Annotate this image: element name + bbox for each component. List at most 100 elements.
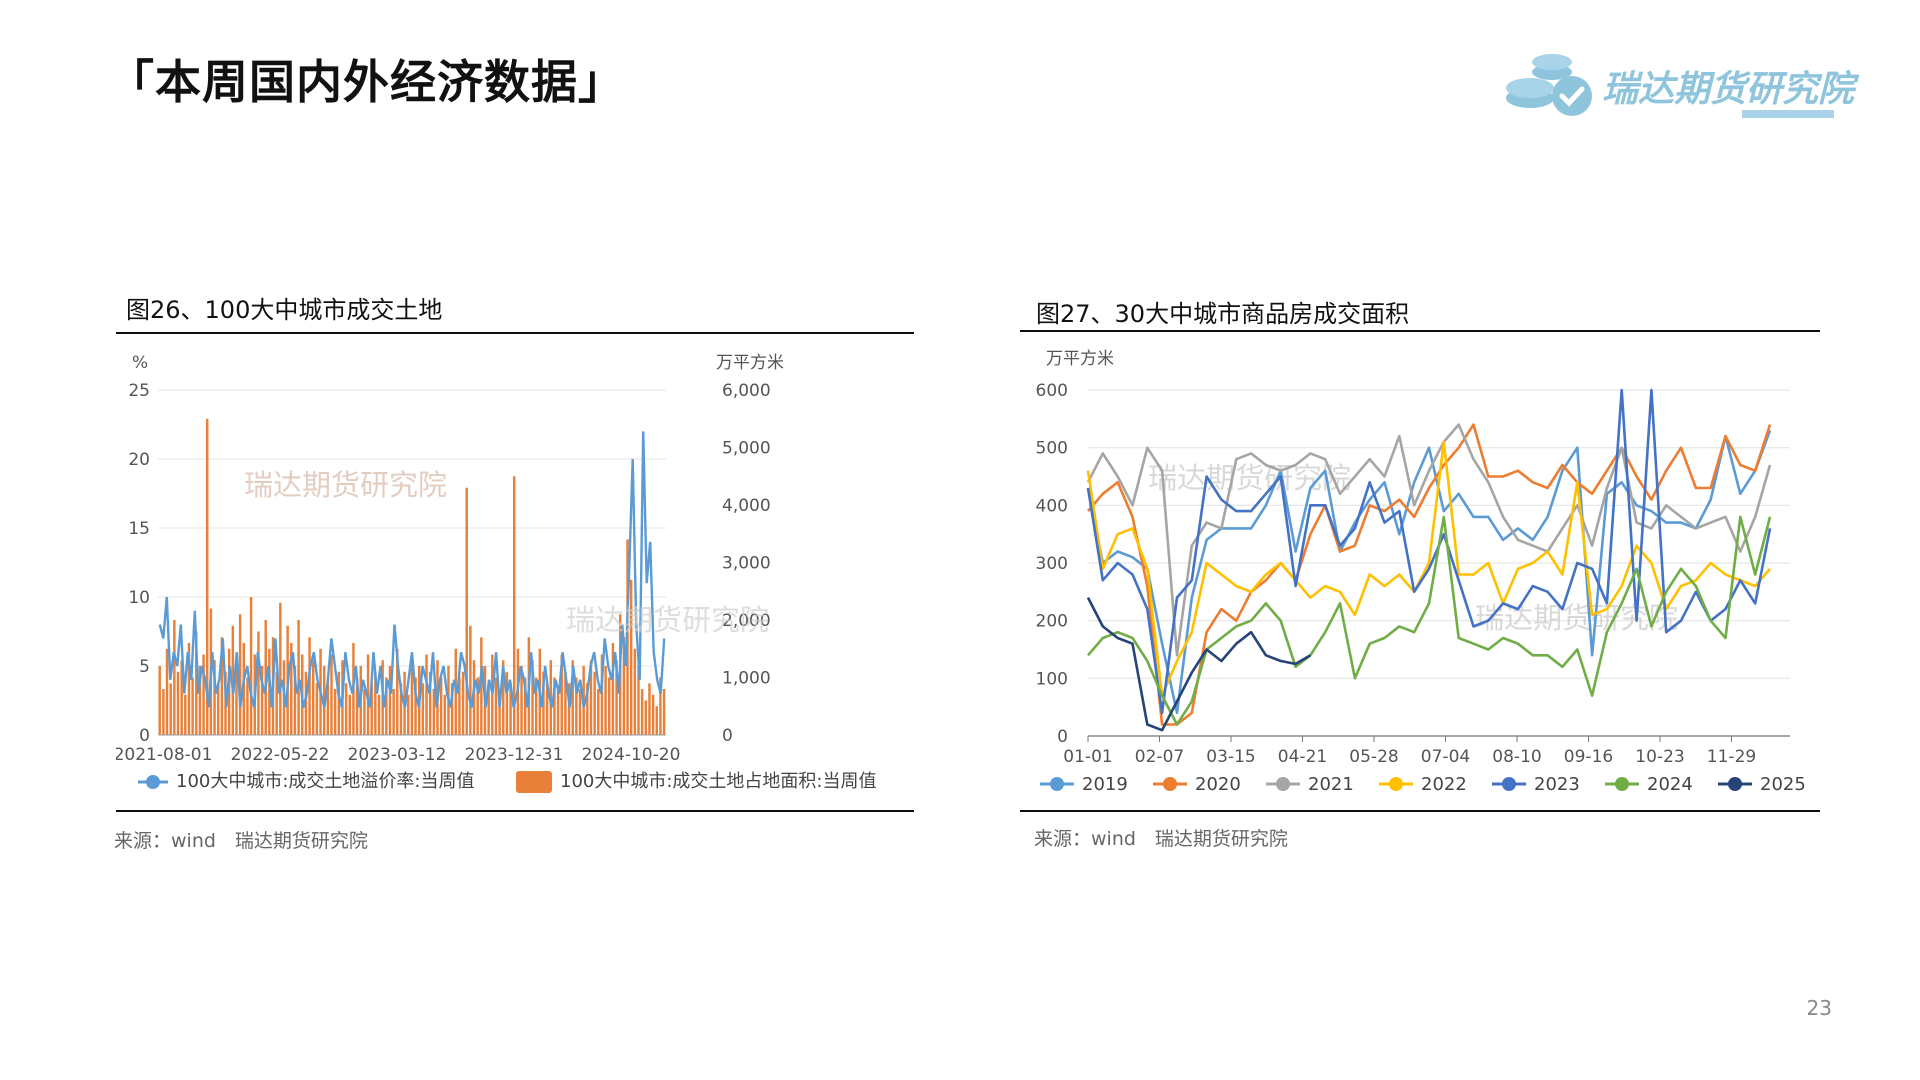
land-area-bar: [487, 683, 490, 735]
land-area-bar: [330, 654, 333, 735]
legend-marker-2024: [1615, 777, 1629, 791]
land-area-bar: [399, 683, 403, 735]
watermark-text: 瑞达期货研究院: [1475, 601, 1678, 635]
land-area-bar: [392, 689, 395, 735]
y-axis-tick-label: 100: [1036, 669, 1068, 689]
land-area-bar: [184, 694, 187, 735]
land-area-bar: [385, 677, 388, 735]
land-area-bar: [615, 660, 618, 735]
land-area-bar: [659, 677, 662, 735]
land-area-bar: [494, 677, 498, 735]
land-area-bar: [195, 631, 198, 735]
x-axis-tick-label: 2021-08-01: [116, 745, 212, 765]
left-axis-tick-label: 10: [128, 588, 150, 608]
land-area-bar: [564, 671, 567, 735]
land-transaction-chart: % 万平方米 0 5 10 15 20 25 0 1,000 2,000 3,000 4,000 5,00…: [116, 353, 876, 793]
land-area-bar: [264, 620, 267, 735]
left-axis-tick-label: 5: [139, 657, 150, 677]
land-area-bar: [425, 654, 428, 735]
logo-underline: [1742, 110, 1834, 118]
left-axis-unit: %: [132, 353, 148, 373]
land-area-bar: [640, 689, 644, 735]
land-area-bar: [363, 689, 366, 735]
land-area-bar: [491, 654, 494, 735]
land-area-bar: [348, 694, 351, 735]
legend-label-2021: 2021: [1308, 774, 1354, 795]
land-area-bar: [293, 666, 297, 735]
land-area-bar: [597, 689, 600, 735]
land-area-bar: [604, 666, 607, 735]
right-axis-tick-label: 3,000: [722, 554, 771, 574]
legend-marker-2023: [1502, 777, 1516, 791]
land-area-bar: [176, 671, 180, 735]
land-area-bar: [622, 637, 626, 735]
legend-label-2020: 2020: [1195, 774, 1241, 795]
x-axis-tick-label: 11-29: [1707, 747, 1756, 767]
land-area-bar: [432, 689, 436, 735]
land-area-bar: [370, 683, 373, 735]
land-area-bar: [198, 666, 202, 735]
x-axis-tick-label: 2023-12-31: [465, 745, 564, 765]
land-area-bar: [571, 660, 574, 735]
land-area-bar: [355, 677, 359, 735]
land-area-bar: [476, 677, 479, 735]
legend-marker-2025: [1728, 777, 1742, 791]
land-area-bar: [520, 666, 523, 735]
land-area-bar: [173, 620, 176, 735]
land-area-bar: [651, 694, 655, 735]
right-axis-tick-label: 4,000: [722, 496, 771, 516]
watermark-text: 瑞达期货研究院: [1148, 461, 1351, 495]
land-area-bar: [465, 487, 468, 735]
land-area-bar: [505, 671, 509, 735]
land-area-bar: [498, 689, 501, 735]
land-area-bar: [326, 677, 330, 735]
land-area-bar: [648, 683, 651, 735]
legend-label-premium-rate: 100大中城市:成交土地溢价率:当周值: [176, 771, 474, 792]
land-area-bar: [575, 677, 578, 735]
premium-rate-line: [158, 431, 666, 708]
figure-26-top-rule: [116, 332, 914, 334]
land-area-bar: [593, 671, 596, 735]
land-area-bar: [542, 671, 545, 735]
series-line-2025: [1086, 597, 1312, 732]
land-area-bar: [553, 677, 556, 735]
land-area-bar: [560, 654, 563, 735]
figure-26-bottom-rule: [116, 810, 914, 812]
watermark-text: 瑞达期货研究院: [244, 468, 447, 502]
land-area-bar: [637, 666, 640, 735]
figure-27-bottom-rule: [1020, 810, 1820, 812]
land-area-bar: [586, 683, 589, 735]
legend-marker-2021: [1276, 777, 1290, 791]
land-area-bar: [513, 476, 516, 735]
land-area-bar: [377, 694, 381, 735]
land-area-bar: [454, 648, 457, 735]
land-area-bar: [290, 643, 293, 735]
x-axis-tick-label: 04-21: [1278, 747, 1327, 767]
figure-26-title: 图26、100大中城市成交土地: [126, 296, 443, 324]
x-axis-tick-label: 02-07: [1135, 747, 1184, 767]
land-area-bar: [589, 660, 593, 735]
land-area-bar: [213, 660, 216, 735]
y-axis-tick-label: 200: [1036, 612, 1068, 632]
land-area-bar: [333, 689, 337, 735]
land-area-bar: [202, 654, 205, 735]
watermark-text: 瑞达期货研究院: [566, 603, 769, 637]
land-area-bar: [388, 666, 392, 735]
land-area-bar: [246, 677, 249, 735]
land-area-bar: [480, 637, 483, 735]
land-area-bar: [374, 671, 377, 735]
land-area-bar: [450, 683, 454, 735]
land-area-bar: [421, 683, 425, 735]
land-area-bar: [180, 660, 183, 735]
legend-label-2023: 2023: [1534, 774, 1580, 795]
land-area-bar: [428, 671, 432, 735]
land-area-bar: [633, 648, 637, 735]
land-area-bar: [191, 677, 194, 735]
legend-label-land-area: 100大中城市:成交土地占地面积:当周值: [560, 771, 876, 792]
y-axis-tick-label: 400: [1036, 496, 1068, 516]
land-area-bar: [502, 660, 505, 735]
land-area-bar: [169, 683, 172, 735]
right-axis-unit: 万平方米: [716, 353, 784, 373]
x-axis-tick-label: 2024-10-20: [582, 745, 681, 765]
land-area-bar: [249, 597, 253, 735]
